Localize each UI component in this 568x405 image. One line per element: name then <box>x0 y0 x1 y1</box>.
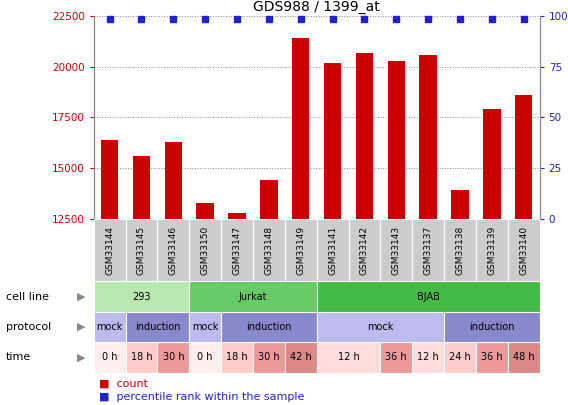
Text: induction: induction <box>246 322 291 332</box>
Text: 36 h: 36 h <box>481 352 503 362</box>
Bar <box>165 142 182 405</box>
Text: 293: 293 <box>132 292 151 302</box>
Bar <box>317 219 349 281</box>
Text: GSM33147: GSM33147 <box>232 226 241 275</box>
Bar <box>260 180 278 405</box>
Text: induction: induction <box>135 322 180 332</box>
Bar <box>228 213 246 405</box>
Bar <box>94 312 126 342</box>
Text: protocol: protocol <box>6 322 51 332</box>
Text: induction: induction <box>469 322 515 332</box>
Text: 36 h: 36 h <box>386 352 407 362</box>
Title: GDS988 / 1399_at: GDS988 / 1399_at <box>253 0 380 14</box>
Bar <box>101 140 118 405</box>
Text: GSM33144: GSM33144 <box>105 226 114 275</box>
Bar <box>381 342 412 373</box>
Bar <box>444 219 476 281</box>
Text: ▶: ▶ <box>77 292 85 302</box>
Text: 12 h: 12 h <box>337 352 360 362</box>
Bar <box>253 219 285 281</box>
Text: GSM33143: GSM33143 <box>392 226 401 275</box>
Text: GSM33150: GSM33150 <box>201 226 210 275</box>
Text: 48 h: 48 h <box>513 352 534 362</box>
Text: mock: mock <box>192 322 218 332</box>
Bar <box>508 219 540 281</box>
Bar <box>126 342 157 373</box>
Text: ■  percentile rank within the sample: ■ percentile rank within the sample <box>99 392 305 402</box>
Text: 30 h: 30 h <box>162 352 184 362</box>
Bar <box>444 312 540 342</box>
Bar <box>285 342 317 373</box>
Bar <box>349 219 381 281</box>
Bar <box>221 219 253 281</box>
Bar <box>189 219 221 281</box>
Text: GSM33138: GSM33138 <box>456 226 465 275</box>
Bar <box>317 281 540 312</box>
Text: GSM33146: GSM33146 <box>169 226 178 275</box>
Bar <box>381 219 412 281</box>
Text: GSM33142: GSM33142 <box>360 226 369 275</box>
Bar <box>476 342 508 373</box>
Bar <box>197 202 214 405</box>
Bar <box>221 342 253 373</box>
Text: GSM33148: GSM33148 <box>264 226 273 275</box>
Text: GSM33137: GSM33137 <box>424 226 433 275</box>
Text: ▶: ▶ <box>77 352 85 362</box>
Bar <box>189 312 221 342</box>
Bar <box>94 281 189 312</box>
Bar <box>292 38 310 405</box>
Text: mock: mock <box>97 322 123 332</box>
Bar <box>94 219 126 281</box>
Text: GSM33145: GSM33145 <box>137 226 146 275</box>
Text: 42 h: 42 h <box>290 352 312 362</box>
Bar <box>483 109 500 405</box>
Text: 18 h: 18 h <box>131 352 152 362</box>
Bar <box>221 312 317 342</box>
Text: ▶: ▶ <box>77 322 85 332</box>
Bar <box>387 61 405 405</box>
Text: ■  count: ■ count <box>99 379 148 389</box>
Bar <box>253 342 285 373</box>
Bar <box>508 342 540 373</box>
Text: cell line: cell line <box>6 292 49 302</box>
Bar <box>412 219 444 281</box>
Bar <box>189 281 317 312</box>
Text: 30 h: 30 h <box>258 352 279 362</box>
Bar <box>515 95 532 405</box>
Bar <box>444 342 476 373</box>
Text: GSM33149: GSM33149 <box>296 226 305 275</box>
Bar <box>324 63 341 405</box>
Bar <box>285 219 317 281</box>
Text: GSM33140: GSM33140 <box>519 226 528 275</box>
Text: GSM33139: GSM33139 <box>487 226 496 275</box>
Text: BJAB: BJAB <box>417 292 440 302</box>
Bar <box>419 55 437 405</box>
Bar <box>157 219 189 281</box>
Text: 12 h: 12 h <box>417 352 439 362</box>
Bar <box>126 312 189 342</box>
Bar <box>126 219 157 281</box>
Bar <box>133 156 151 405</box>
Text: Jurkat: Jurkat <box>239 292 267 302</box>
Bar <box>94 342 126 373</box>
Text: 0 h: 0 h <box>102 352 118 362</box>
Bar <box>317 342 381 373</box>
Bar <box>317 312 444 342</box>
Bar <box>476 219 508 281</box>
Text: 18 h: 18 h <box>226 352 248 362</box>
Text: 24 h: 24 h <box>449 352 471 362</box>
Text: 0 h: 0 h <box>198 352 213 362</box>
Text: GSM33141: GSM33141 <box>328 226 337 275</box>
Bar <box>157 342 189 373</box>
Bar <box>412 342 444 373</box>
Bar <box>451 190 469 405</box>
Bar <box>356 53 373 405</box>
Text: time: time <box>6 352 31 362</box>
Bar <box>189 342 221 373</box>
Text: mock: mock <box>367 322 394 332</box>
